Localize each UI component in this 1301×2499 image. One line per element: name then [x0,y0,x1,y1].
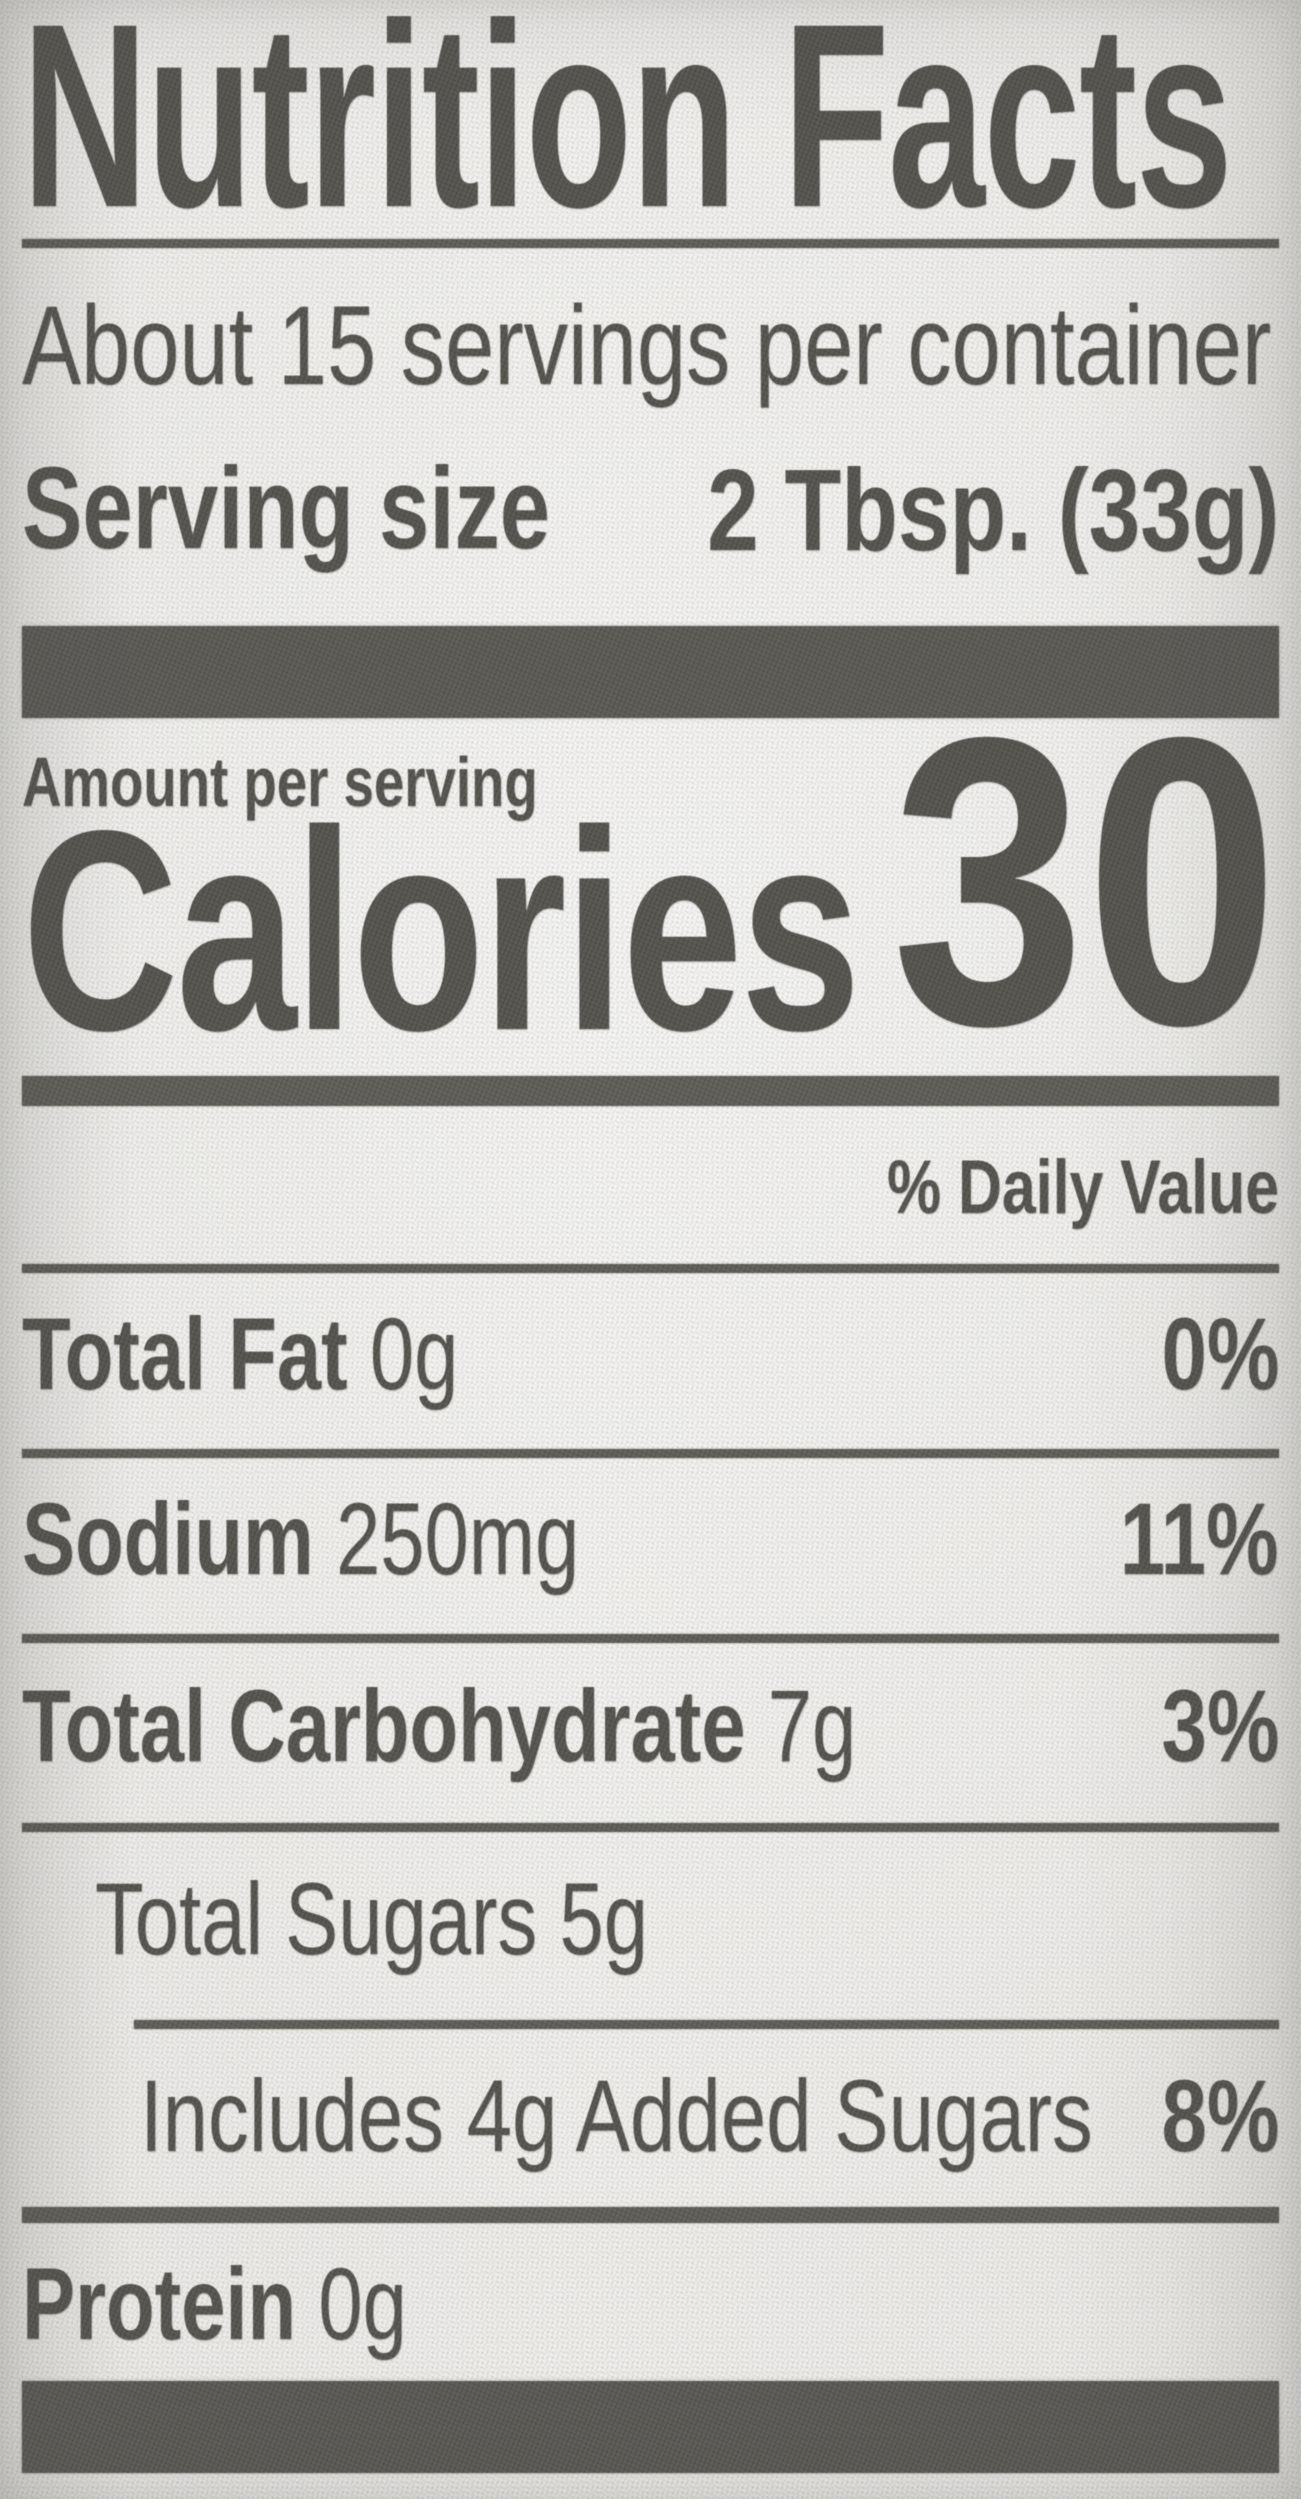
divider-hairline [22,1634,1279,1643]
nutrient-row-total-fat: Total Fat 0g 0% [22,1273,1279,1449]
nutrient-row-sodium: Sodium 250mg 11% [22,1458,1279,1634]
nutrient-amount: 0g [369,1297,459,1411]
nutrient-text: Total Sugars 5g [95,1868,648,1970]
label-title: Nutrition Facts [22,0,1279,262]
nutrient-name: Total Sugars [95,1862,538,1976]
divider-hairline-indented [134,2020,1279,2029]
nutrient-text: Total Carbohydrate 7g [22,1675,856,1777]
servings-per-container-text: About 15 servings per container [22,283,1272,408]
thick-divider-bottom [22,2381,1279,2473]
calories-section: Amount per serving Calories 30 [22,676,1279,1090]
amount-per-serving: Amount per serving [22,744,1279,820]
divider-hairline [22,1823,1279,1832]
nutrient-text: Sodium 250mg [22,1488,579,1590]
servings-per-container: About 15 servings per container [22,288,1279,404]
serving-size-label: Serving size [22,443,551,573]
nutrient-daily-value: 8% [1161,2059,1279,2173]
nutrient-text: Total Fat 0g [22,1303,458,1405]
nutrient-daily-value: 3% [1161,1669,1279,1783]
nutrient-amount: 250mg [335,1482,580,1596]
calories-divider [22,1076,1279,1106]
nutrient-row-added-sugars: Includes 4g Added Sugars 8% [22,2029,1279,2207]
nutrient-row-total-sugars: Total Sugars 5g [22,1832,1279,2020]
nutrient-name: Sodium [22,1482,314,1596]
nutrient-name: Protein [22,2247,297,2361]
nutrient-daily-value: 0% [1161,1297,1279,1411]
divider-medium [22,2207,1279,2223]
amount-per-serving-text: Amount per serving [22,743,538,821]
nutrient-name: Includes 4g Added Sugars [140,2059,1093,2173]
divider-hairline [22,1449,1279,1458]
calories-label-row: Calories [22,772,1279,1090]
daily-value-header: % Daily Value [22,1148,1279,1228]
divider-hairline [22,1264,1279,1273]
nutrient-amount: 7g [767,1669,857,1783]
daily-value-header-text: % Daily Value [886,1145,1279,1230]
calories-value: 30 [891,652,1279,1110]
label-title-text: Nutrition Facts [22,0,1233,262]
nutrient-row-total-carbohydrate: Total Carbohydrate 7g 3% [22,1643,1279,1823]
title-divider [22,239,1279,248]
serving-size-value: 2 Tbsp. (33g) [706,445,1279,575]
nutrient-amount: 0g [318,2247,407,2361]
nutrient-name: Total Fat [22,1297,348,1411]
calories-value-wrap: 30 [823,676,1279,1086]
nutrient-text: Includes 4g Added Sugars [140,2065,1093,2167]
nutrient-text: Protein 0g [22,2253,407,2355]
calories-label: Calories [22,772,861,1090]
serving-size-row: Serving size 2 Tbsp. (33g) [22,443,1279,575]
nutrient-amount: 5g [559,1862,649,1976]
nutrient-row-protein: Protein 0g [22,2223,1279,2381]
thick-divider-top [22,626,1279,718]
nutrient-daily-value: 11% [1120,1482,1279,1596]
nutrient-name: Total Carbohydrate [22,1669,746,1783]
